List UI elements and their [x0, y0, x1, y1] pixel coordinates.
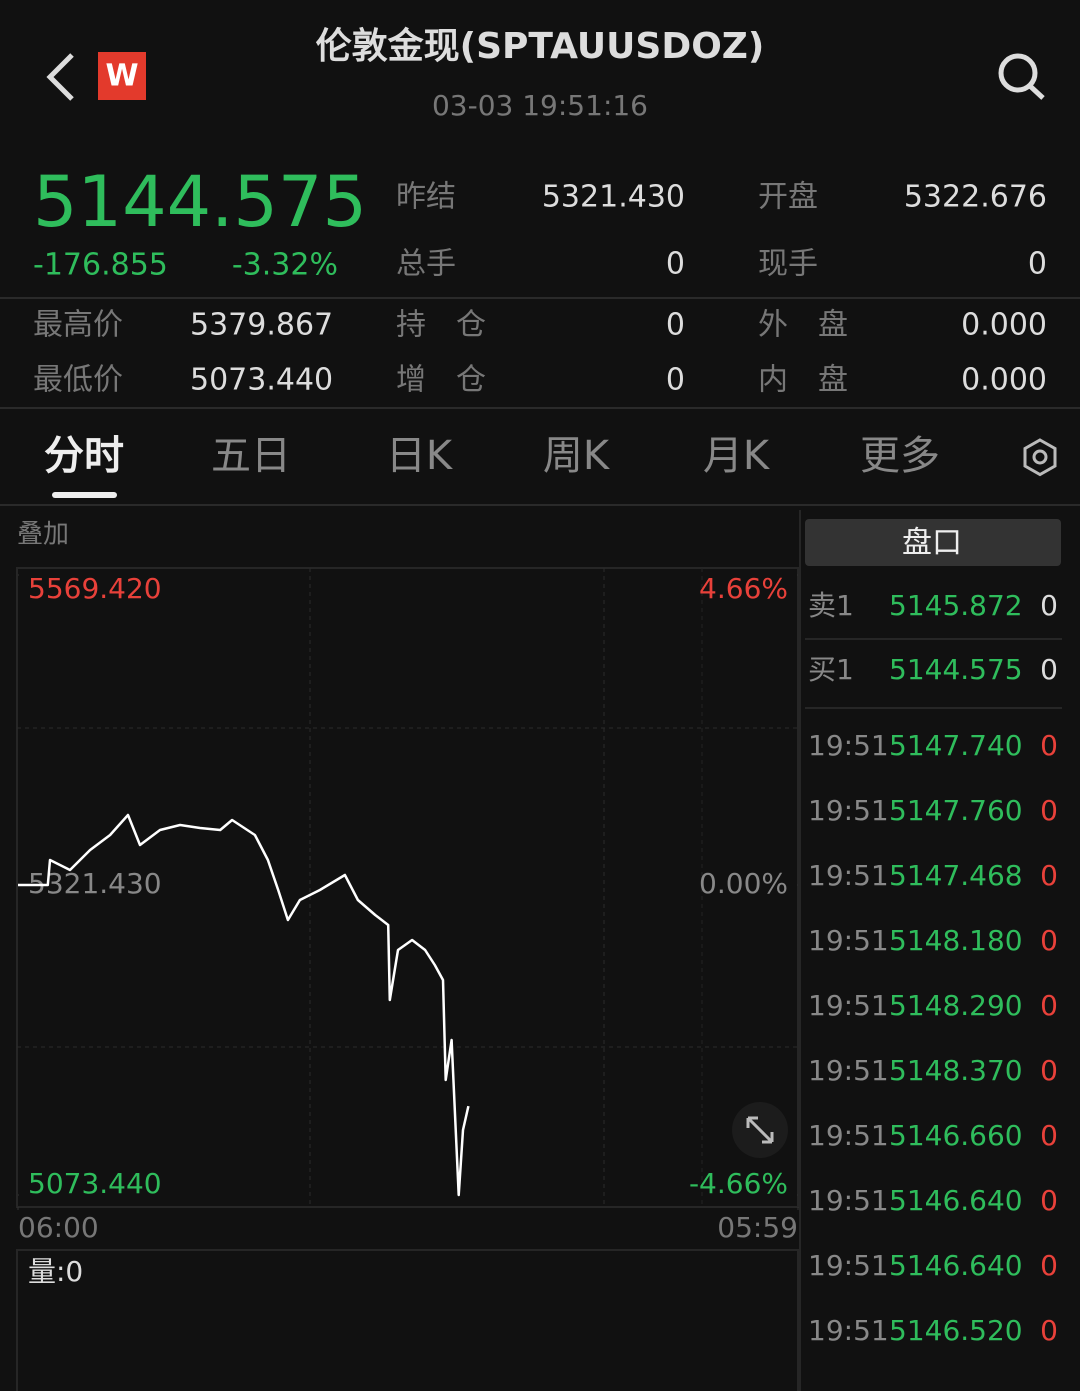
field-value: 0.000 [961, 308, 1047, 343]
y2-tick-label: -4.66% [689, 1167, 788, 1200]
tab[interactable]: 月K [703, 433, 771, 479]
order-book-title: 盘口 [902, 526, 962, 561]
trade-price: 5146.640 [889, 1249, 1023, 1282]
trade-time: 19:51 [808, 1184, 889, 1217]
volume-frame [16, 1249, 799, 1391]
field-label: 外 盘 [758, 308, 848, 343]
trade-time: 19:51 [808, 924, 889, 957]
search-icon [1028, 84, 1045, 100]
timestamp: 03-03 19:51:16 [432, 89, 648, 122]
y2-tick-label: 4.66% [699, 572, 788, 605]
field-value: 5073.440 [190, 363, 333, 398]
field-label: 增 仓 [396, 363, 486, 398]
trade-time: 19:51 [808, 794, 889, 827]
expand-button[interactable] [732, 1102, 788, 1158]
price-change-pct: -3.32% [232, 248, 338, 283]
field-value: 0 [666, 247, 685, 282]
trade-price: 5146.660 [889, 1119, 1023, 1152]
trade-price: 5148.370 [889, 1054, 1023, 1087]
trade-time: 19:51 [808, 1119, 889, 1152]
trade-price: 5147.468 [889, 859, 1023, 892]
trade-volume: 0 [1040, 1249, 1058, 1282]
settings-button[interactable] [1023, 438, 1057, 477]
quote-volume: 0 [1040, 653, 1058, 686]
trade-time: 19:51 [808, 1054, 889, 1087]
tab-indicator [52, 492, 117, 498]
back-button[interactable] [46, 53, 74, 101]
field-value: 0 [1028, 247, 1047, 282]
quote-label: 买1 [808, 653, 854, 686]
tab[interactable]: 五日 [211, 433, 291, 479]
trade-volume: 0 [1040, 924, 1058, 957]
quote-label: 卖1 [808, 589, 854, 622]
trade-volume: 0 [1040, 794, 1058, 827]
field-value: 5379.867 [190, 308, 333, 343]
y2-tick-label: 0.00% [699, 867, 788, 900]
search-icon [998, 53, 1038, 93]
logo-text: W [105, 59, 138, 94]
trade-price: 5148.180 [889, 924, 1023, 957]
y-tick-label: 5073.440 [28, 1167, 162, 1200]
chart-frame [16, 567, 799, 1208]
y-tick-label: 5569.420 [28, 572, 162, 605]
quote-price: 5145.872 [889, 589, 1023, 622]
field-label: 最高价 [33, 308, 123, 343]
app-logo[interactable] [98, 52, 146, 100]
field-label: 最低价 [33, 363, 123, 398]
trade-time: 19:51 [808, 859, 889, 892]
field-label: 现手 [758, 247, 818, 282]
trade-volume: 0 [1040, 1119, 1058, 1152]
trade-price: 5147.740 [889, 729, 1023, 762]
field-value: 0 [666, 363, 685, 398]
tab[interactable]: 周K [543, 433, 611, 479]
field-value: 5322.676 [904, 180, 1047, 215]
expand-icon [746, 1116, 774, 1144]
quote-volume: 0 [1040, 589, 1058, 622]
field-label: 开盘 [758, 180, 818, 215]
trade-price: 5148.290 [889, 989, 1023, 1022]
price-line [18, 813, 470, 1197]
price-change: -176.855 [33, 248, 168, 283]
x-tick-label: 05:59 [717, 1211, 798, 1244]
field-label: 持 仓 [396, 308, 486, 343]
trade-price: 5146.640 [889, 1184, 1023, 1217]
trade-volume: 0 [1040, 1184, 1058, 1217]
search-button[interactable] [998, 53, 1045, 100]
y-tick-label: 5321.430 [28, 867, 162, 900]
trade-volume: 0 [1040, 859, 1058, 892]
trade-time: 19:51 [808, 729, 889, 762]
trade-volume: 0 [1040, 1314, 1058, 1347]
trade-time: 19:51 [808, 1314, 889, 1347]
field-value: 5321.430 [542, 180, 685, 215]
trade-price: 5146.520 [889, 1314, 1023, 1347]
trade-volume: 0 [1040, 1054, 1058, 1087]
tab[interactable]: 分时 [44, 433, 124, 479]
field-value: 0 [666, 308, 685, 343]
title: 伦敦金现(SPTAUUSDOZ) [316, 25, 765, 67]
trade-time: 19:51 [808, 1249, 889, 1282]
x-tick-label: 06:00 [18, 1211, 99, 1244]
trade-time: 19:51 [808, 989, 889, 1022]
tab[interactable]: 更多 [860, 433, 940, 479]
tab[interactable]: 日K [386, 433, 454, 479]
settings-icon [1023, 438, 1057, 477]
settings-icon [1032, 449, 1048, 465]
quote-price: 5144.575 [889, 653, 1023, 686]
volume-label: 量:0 [28, 1255, 83, 1288]
last-price: 5144.575 [33, 161, 367, 243]
field-value: 0.000 [961, 363, 1047, 398]
field-label: 总手 [396, 247, 456, 282]
field-label: 内 盘 [758, 363, 848, 398]
field-label: 昨结 [396, 180, 456, 215]
trade-volume: 0 [1040, 989, 1058, 1022]
order-book-tab[interactable] [805, 519, 1061, 566]
overlay-button[interactable]: 叠加 [17, 520, 69, 550]
trade-price: 5147.760 [889, 794, 1023, 827]
trade-volume: 0 [1040, 729, 1058, 762]
